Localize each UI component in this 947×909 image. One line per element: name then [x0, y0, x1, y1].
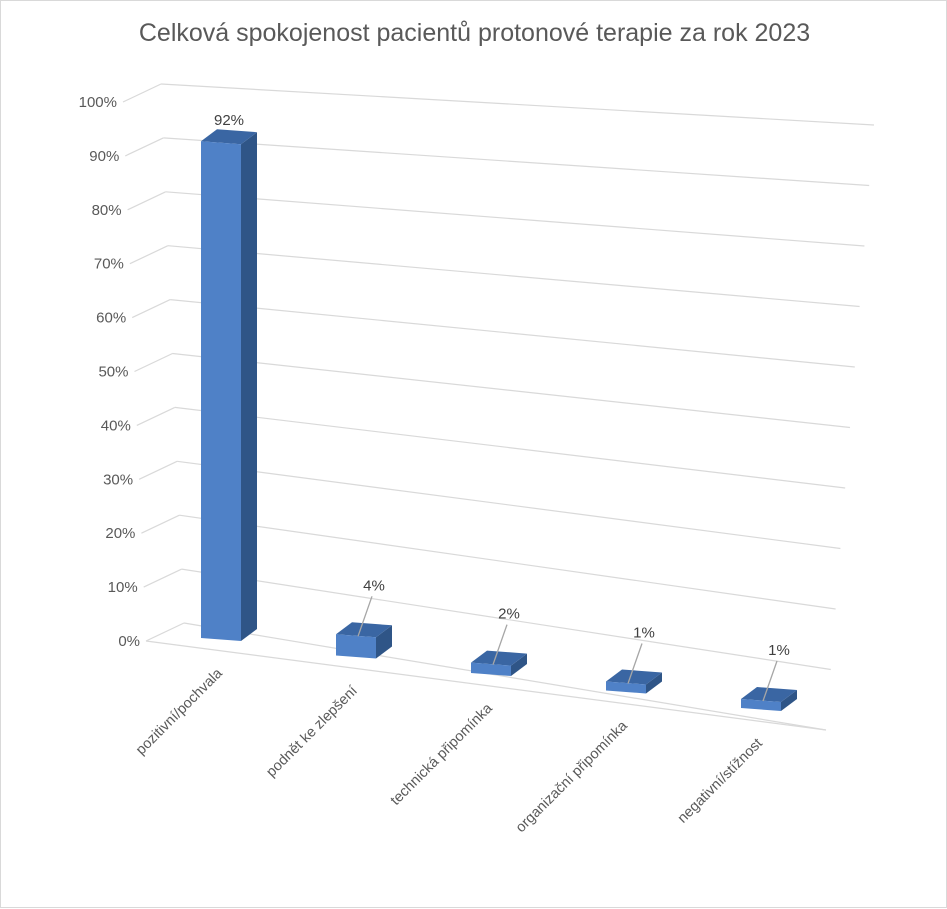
bar-side — [646, 672, 662, 694]
gridline-stub — [143, 568, 182, 588]
y-tick-label: 40% — [101, 417, 131, 434]
bar-front — [336, 634, 376, 659]
bar-3 — [606, 669, 662, 694]
gridline-stub — [136, 406, 176, 426]
gridline — [160, 83, 875, 126]
gridline — [177, 460, 841, 550]
bar-side — [241, 132, 257, 641]
bar-top — [741, 687, 797, 702]
leader-line — [492, 624, 508, 665]
category-labels: pozitivní/pochvala podnět ke zlepšení tech… — [133, 665, 766, 836]
chart-title: Celková spokojenost pacientů protonové t… — [138, 19, 811, 47]
bar-top — [606, 669, 662, 685]
y-tick-label: 100% — [79, 94, 117, 111]
gridline — [174, 406, 846, 489]
gridline-stub — [127, 191, 166, 211]
bars — [201, 129, 797, 711]
bar-top — [471, 650, 527, 666]
category-label: podnět ke zlepšení — [263, 683, 360, 780]
grid-layer — [122, 83, 875, 731]
y-tick-label: 80% — [92, 202, 122, 219]
bar-front — [201, 141, 241, 641]
gridline — [170, 299, 855, 368]
bar-2 — [471, 650, 527, 676]
gridline — [163, 137, 870, 187]
category-label: technická připomínka — [388, 700, 497, 809]
y-tick-label: 30% — [103, 471, 133, 488]
gridline-stub — [138, 460, 178, 480]
gridline — [181, 568, 831, 671]
gridline — [165, 191, 865, 247]
category-label: pozitivní/pochvala — [133, 665, 226, 758]
gridline-stub — [141, 514, 180, 534]
y-tick-label: 0% — [118, 633, 140, 650]
data-label: 4% — [363, 577, 385, 594]
y-tick-labels: 0% 10% 20% 30% 40% 50% 60% 70% 80% 90% 100% — [79, 94, 140, 650]
bar-4 — [741, 687, 797, 711]
gridline — [167, 245, 860, 308]
gridline-stub — [134, 352, 173, 373]
data-label: 92% — [214, 112, 244, 129]
bar-front — [741, 699, 781, 711]
gridline-stub — [131, 299, 171, 319]
bar-1 — [336, 622, 392, 659]
gridline — [172, 352, 851, 429]
leader-line — [357, 596, 373, 637]
bar-top — [201, 129, 257, 145]
floor-edge — [145, 640, 827, 731]
category-label: organizační připomínka — [513, 717, 632, 836]
gridline-stub — [125, 137, 164, 157]
y-tick-label: 70% — [94, 256, 124, 273]
y-tick-label: 60% — [96, 310, 126, 327]
gridline-stub — [122, 83, 162, 103]
gridline — [183, 622, 827, 731]
y-tick-label: 10% — [108, 579, 138, 596]
leader-line — [762, 660, 778, 702]
bar-side — [511, 653, 527, 676]
gridline — [179, 514, 836, 610]
bar-front — [471, 662, 511, 676]
bar-0 — [201, 129, 257, 641]
data-label: 1% — [633, 625, 655, 642]
y-tick-label: 20% — [105, 525, 135, 542]
bar-side — [376, 625, 392, 659]
data-labels: 92% 4% 2% 1% 1% — [214, 112, 790, 702]
category-label: negativní/stížnost — [675, 736, 766, 827]
data-label: 1% — [768, 642, 790, 659]
y-tick-label: 90% — [89, 148, 119, 165]
y-tick-label: 50% — [98, 364, 128, 381]
leader-line — [627, 643, 643, 684]
bar-side — [781, 690, 797, 711]
gridline-stub — [145, 622, 185, 642]
bar-front — [606, 681, 646, 694]
gridline-stub — [129, 245, 169, 265]
bar-top — [336, 622, 392, 638]
data-label: 2% — [498, 606, 520, 623]
